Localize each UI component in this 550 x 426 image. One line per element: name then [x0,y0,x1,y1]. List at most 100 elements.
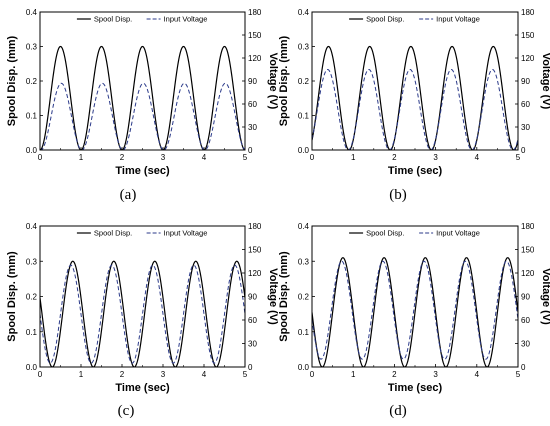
series-line-spool-disp [312,45,518,150]
y2-tick-label: 60 [248,316,257,325]
x-tick-label: 3 [433,153,438,162]
y2-tick-label: 0 [248,146,253,155]
chart-panel-c: 0 1 2 3 4 5 0.0 0.1 0.2 0.3 0.4 0 30 60 90 120 150 180 Tim… [0,213,279,426]
y-tick-label: 0.3 [298,257,310,266]
chart-svg-b: 0 1 2 3 4 5 0.0 0.1 0.2 0.3 0.4 0 30 60 90 120 150 180 Tim… [278,8,550,177]
x-tick-label: 2 [120,153,125,162]
y2-tick-label: 0 [521,363,526,372]
panel-label-a: (a) [119,187,137,203]
y2-tick-label: 0 [521,146,526,155]
x-tick-label: 4 [202,370,207,379]
y2-tick-label: 90 [248,77,257,86]
x-tick-label: 1 [351,370,356,379]
x-tick-label: 5 [243,153,248,162]
x-axis-title: Time (sec) [115,382,170,394]
x-tick-label: 5 [516,153,521,162]
x-tick-label: 2 [392,370,397,379]
plot-frame [311,225,519,368]
y-tick-label: 0.0 [26,363,38,372]
x-tick-label: 0 [310,153,315,162]
y-tick-label: 0.4 [26,222,38,231]
series-line-input-voltage [40,264,245,364]
y-tick-label: 0.0 [298,146,310,155]
x-tick-label: 1 [351,153,356,162]
series-line-spool-disp [40,260,245,367]
y2-tick-label: 150 [248,31,262,40]
x-tick-label: 3 [433,370,438,379]
x-axis-title: Time (sec) [115,165,170,177]
y2-tick-label: 30 [521,340,530,349]
y-tick-label: 0.0 [298,363,310,372]
plot-frame [39,11,246,151]
x-tick-label: 4 [475,370,480,379]
y2-axis-title: Voltage (V) [267,53,279,110]
y2-tick-label: 120 [521,269,535,278]
plot-frame [39,225,246,368]
y-tick-label: 0.3 [26,257,38,266]
y-tick-label: 0.2 [26,77,38,86]
x-tick-label: 5 [516,370,521,379]
y2-tick-label: 180 [248,8,262,17]
y-tick-label: 0.2 [26,293,38,302]
y-tick-label: 0.4 [26,8,38,17]
y-tick-label: 0.4 [298,8,310,17]
series-line-input-voltage [312,260,518,360]
legend-label-input-voltage: Input Voltage [436,15,480,24]
y-tick-label: 0.4 [298,222,310,231]
x-tick-label: 0 [38,370,43,379]
y2-tick-label: 30 [248,340,257,349]
panel-label-b: (b) [389,187,407,203]
chart-panel-b: 0 1 2 3 4 5 0.0 0.1 0.2 0.3 0.4 0 30 60 90 120 150 180 Tim… [275,0,550,213]
legend-label-input-voltage: Input Voltage [436,229,480,238]
x-tick-label: 1 [79,370,84,379]
y-axis-title: Spool Disp. (mm) [278,35,290,126]
y2-tick-label: 150 [248,246,262,255]
x-tick-label: 3 [161,370,166,379]
series-line-input-voltage [40,82,245,150]
chart-svg-d: 0 1 2 3 4 5 0.0 0.1 0.2 0.3 0.4 0 30 60 90 120 150 180 Tim… [278,222,550,394]
y2-tick-label: 120 [521,54,535,63]
y2-tick-label: 180 [521,222,535,231]
chart-panel-d: 0 1 2 3 4 5 0.0 0.1 0.2 0.3 0.4 0 30 60 90 120 150 180 Tim… [275,213,550,426]
panel-label-c: (c) [117,403,135,419]
y-tick-label: 0.1 [298,112,310,121]
x-axis-title: Time (sec) [388,382,443,394]
y2-tick-label: 0 [248,363,253,372]
y-tick-label: 0.0 [26,146,38,155]
y2-tick-label: 90 [521,77,530,86]
x-tick-label: 1 [79,153,84,162]
y2-axis-title: Voltage (V) [267,268,279,325]
y2-tick-label: 60 [521,100,530,109]
y2-tick-label: 150 [521,246,535,255]
y2-axis-title: Voltage (V) [540,268,550,325]
x-tick-label: 2 [392,153,397,162]
x-tick-label: 4 [475,153,480,162]
y-axis-title: Spool Disp. (mm) [278,251,290,342]
chart-svg-a: 0 1 2 3 4 5 0.0 0.1 0.2 0.3 0.4 0 30 60 90 120 150 180 Tim… [6,8,279,177]
y2-tick-label: 30 [521,123,530,132]
y2-tick-label: 60 [521,316,530,325]
y2-tick-label: 150 [521,31,535,40]
y2-tick-label: 180 [248,222,262,231]
series-line-input-voltage [312,69,518,150]
legend-label-spool-disp: Spool Disp. [94,229,132,238]
y2-axis-title: Voltage (V) [540,53,550,110]
legend-label-spool-disp: Spool Disp. [366,15,404,24]
y2-tick-label: 120 [248,269,262,278]
x-tick-label: 5 [243,370,248,379]
legend-label-input-voltage: Input Voltage [164,229,208,238]
chart-panel-a: 0 1 2 3 4 5 0.0 0.1 0.2 0.3 0.4 0 30 60 90 120 150 180 Tim… [0,0,279,213]
legend-label-spool-disp: Spool Disp. [94,15,132,24]
y-tick-label: 0.1 [26,328,38,337]
chart-svg-c: 0 1 2 3 4 5 0.0 0.1 0.2 0.3 0.4 0 30 60 90 120 150 180 Tim… [6,222,279,394]
x-tick-label: 2 [120,370,125,379]
y2-tick-label: 180 [521,8,535,17]
y-tick-label: 0.1 [298,328,310,337]
series-line-spool-disp [312,257,518,367]
y-axis-title: Spool Disp. (mm) [6,251,18,342]
x-tick-label: 3 [161,153,166,162]
y-tick-label: 0.2 [298,293,310,302]
x-tick-label: 0 [38,153,43,162]
y-tick-label: 0.2 [298,77,310,86]
legend-label-spool-disp: Spool Disp. [366,229,404,238]
